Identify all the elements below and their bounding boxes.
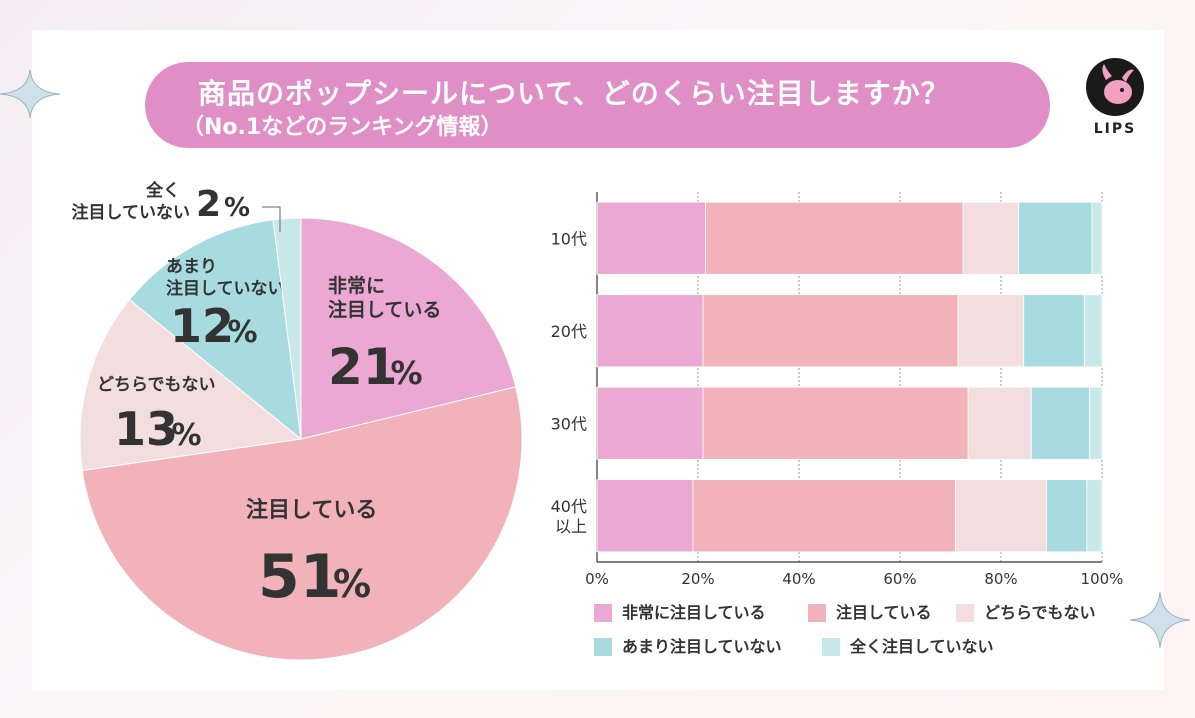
sparkle-icon-left (0, 70, 60, 118)
pie-slice (79, 298, 303, 472)
bar-segment (1088, 386, 1103, 460)
logo-text: LIPS (1093, 121, 1137, 137)
pie-slice-label: 注目している (328, 298, 441, 321)
legend-swatch (956, 604, 974, 622)
pie-slice-value: 12 (170, 299, 234, 353)
pie-slice-label: 注目している (246, 497, 377, 523)
y-tick-label: 以上 (555, 517, 587, 536)
legend-swatch (594, 604, 612, 622)
pie-slice (128, 219, 302, 441)
bar-segment (1030, 386, 1090, 460)
bar-segment (955, 479, 1047, 553)
legend-swatch (594, 638, 612, 656)
y-tick-label: 30代 (551, 414, 587, 433)
y-tick-label: 10代 (551, 229, 587, 248)
pie-slice (300, 217, 517, 440)
x-tick-label: 80% (984, 570, 1017, 588)
legend-label: どちらでもない (984, 603, 1096, 622)
pie-slice-unit: % (333, 562, 371, 606)
y-tick-label: 40代 (551, 497, 587, 516)
x-tick-label: 60% (883, 570, 916, 588)
pie-slice-unit: % (391, 354, 423, 392)
title-banner (145, 62, 1050, 148)
pie-slice-value: 2 (196, 184, 221, 225)
x-tick-label: 0% (585, 570, 609, 588)
pie-slice (81, 386, 523, 661)
chart-subtitle: （No.1などのランキング情報） (182, 115, 503, 140)
bar-segment (1046, 479, 1088, 553)
pie-chart: 非常に注目している21%注目している51%どちらでもない13%あまり注目していな… (72, 180, 523, 661)
bar-segment (692, 479, 956, 553)
pie-slice-value: 13 (114, 402, 178, 456)
legend-label: 注目している (836, 603, 932, 622)
legend-label: 全く注目していない (850, 637, 994, 656)
x-tick-label: 20% (681, 570, 714, 588)
bar-segment (1083, 294, 1103, 368)
pie-slice (272, 217, 302, 440)
bar-segment (967, 386, 1032, 460)
bar-segment (1023, 294, 1085, 368)
bar-segment (596, 294, 704, 368)
legend-swatch (822, 638, 840, 656)
bar-segment (1086, 479, 1103, 553)
bar-segment (1018, 201, 1093, 275)
pie-slice-value: 51 (258, 542, 342, 612)
pie-slice-label: 注目していない (72, 202, 191, 223)
pie-slice-label: どちらでもない (97, 375, 216, 395)
legend-swatch (808, 604, 826, 622)
pie-slice-unit: % (224, 193, 250, 223)
sparkle-icon-right (1130, 592, 1190, 648)
pie-slice-unit: % (172, 418, 202, 453)
bar-segment (596, 479, 694, 553)
lips-logo (1086, 58, 1144, 116)
pie-slice-unit: % (228, 315, 258, 350)
bar-segment (596, 201, 706, 275)
bar-segment (1091, 201, 1103, 275)
bar-segment (962, 201, 1020, 275)
x-tick-label: 100% (1081, 570, 1124, 588)
bar-segment (705, 201, 964, 275)
chart-title: 商品のポップシールについて、どのくらい注目しますか？ (198, 77, 950, 110)
pie-slice-label: 全く (145, 180, 180, 201)
bar-segment (702, 294, 959, 368)
legend-label: 非常に注目している (622, 603, 766, 622)
legend-label: あまり注目していない (622, 637, 782, 656)
y-tick-label: 20代 (551, 322, 587, 341)
deer-icon (1102, 64, 1134, 104)
pie-slice-label: あまり (166, 257, 217, 277)
x-tick-label: 40% (782, 570, 815, 588)
pie-slice-label: 非常に (328, 274, 385, 297)
bar-segment (957, 294, 1025, 368)
bar-legend: 非常に注目している 注目している どちらでもない あまり注目していない 全く注目… (594, 602, 1154, 672)
pie-slice-value: 21 (328, 338, 398, 396)
bar-segment (702, 386, 969, 460)
pie-slice-label: 注目していない (166, 278, 285, 299)
bar-segment (596, 386, 704, 460)
leader-line (262, 206, 281, 232)
